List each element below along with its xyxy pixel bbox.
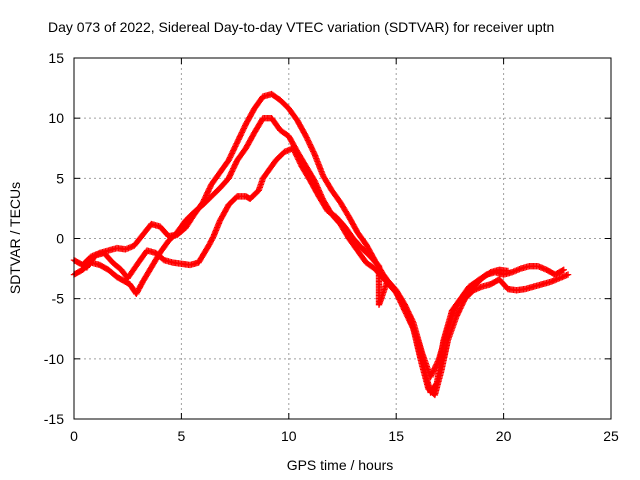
- data-point: [559, 267, 566, 274]
- x-tick-label: 5: [178, 428, 186, 444]
- grid-lines: [74, 58, 611, 419]
- data-point: [206, 239, 214, 247]
- data-point: [310, 149, 318, 157]
- y-tick-label: 5: [56, 170, 64, 186]
- x-tick-label: 20: [496, 428, 512, 444]
- y-axis-label: SDTVAR / TECUs: [7, 182, 23, 294]
- data-point: [504, 267, 512, 275]
- y-tick-label: -5: [52, 291, 65, 307]
- x-tick-label: 10: [281, 428, 297, 444]
- data-point: [560, 266, 567, 273]
- x-tick-label: 25: [603, 428, 619, 444]
- y-tick-label: 0: [56, 231, 64, 247]
- chart-title: Day 073 of 2022, Sidereal Day-to-day VTE…: [48, 19, 554, 35]
- data-point: [409, 318, 416, 325]
- data-point: [208, 237, 215, 244]
- data-point: [435, 357, 442, 364]
- data-point: [207, 238, 214, 245]
- y-tick-label: -10: [44, 351, 64, 367]
- data-point: [209, 234, 217, 241]
- y-tick-label: -15: [44, 411, 64, 427]
- data-point: [564, 271, 572, 278]
- y-tick-label: 15: [48, 50, 64, 66]
- data-point: [206, 241, 213, 248]
- x-tick-label: 15: [388, 428, 404, 444]
- data-point: [208, 235, 216, 243]
- y-tick-label: 10: [48, 110, 64, 126]
- x-axis-label: GPS time / hours: [287, 457, 394, 473]
- x-tick-label: 0: [70, 428, 78, 444]
- data-series: [70, 90, 572, 399]
- axis-ticks: 0 5 10 15 20 25 -15 -10 -5 0 5 10 15: [44, 50, 619, 444]
